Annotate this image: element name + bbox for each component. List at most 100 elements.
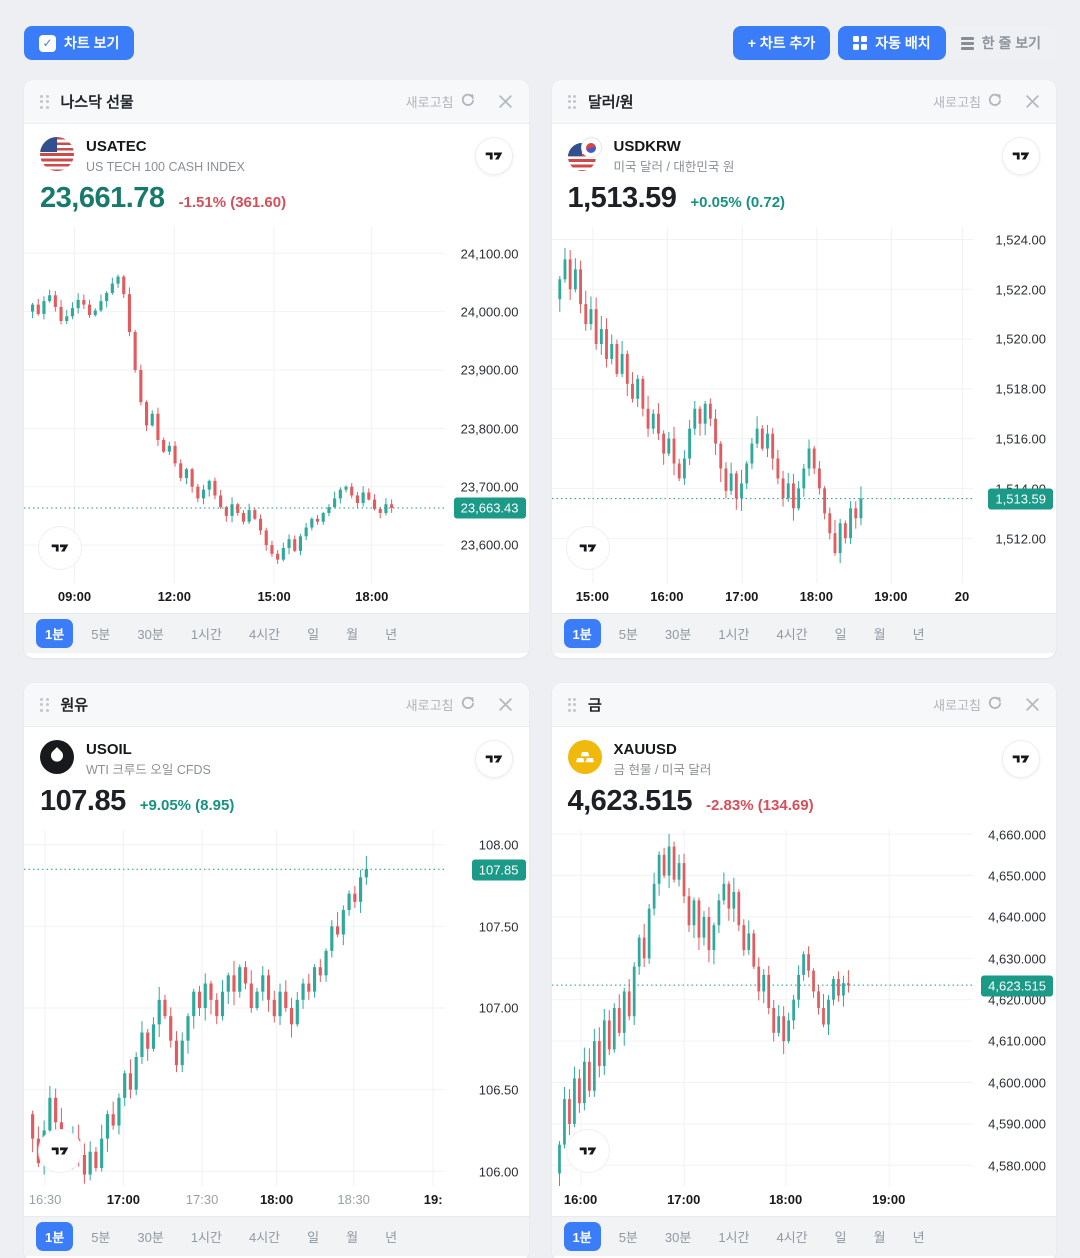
drag-handle-icon[interactable]: [40, 94, 49, 109]
auto-layout-button[interactable]: 자동 배치: [838, 26, 946, 60]
timeframe-button-2[interactable]: 30분: [656, 1222, 700, 1251]
drag-handle-icon[interactable]: [567, 697, 576, 712]
refresh-button[interactable]: 새로고침: [406, 695, 476, 714]
candlestick-chart[interactable]: 24,100.00 24,000.00 23,900.00 23,800.00 23,7…: [24, 227, 529, 584]
x-axis-label: 19:00: [872, 1192, 906, 1208]
add-chart-label: + 차트 추가: [747, 35, 816, 51]
timeframe-button-4[interactable]: 4시간: [240, 1222, 289, 1251]
timeframe-button-5[interactable]: 일: [298, 1222, 328, 1251]
timeframe-button-5[interactable]: 일: [826, 619, 856, 648]
timeframe-button-2[interactable]: 30분: [656, 619, 700, 648]
y-axis-label: 4,600.000: [988, 1075, 1046, 1091]
rows-layout-icon: [960, 36, 974, 50]
tradingview-badge[interactable]: [1002, 137, 1040, 175]
close-button[interactable]: [498, 697, 513, 712]
y-axis-label: 4,620.000: [988, 992, 1046, 1008]
timeframe-button-7[interactable]: 년: [904, 1222, 934, 1251]
chart-view-toggle-button[interactable]: ✓ 차트 보기: [24, 26, 135, 60]
chart-card-crude-oil: 원유 새로고침 USOIL WTI 크루드 오일 CFDS: [24, 683, 529, 1258]
timeframe-button-2[interactable]: 30분: [128, 619, 172, 648]
drag-handle-icon[interactable]: [40, 697, 49, 712]
timeframe-button-0[interactable]: 1분: [36, 1222, 74, 1252]
refresh-button[interactable]: 새로고침: [933, 695, 1003, 714]
time-axis[interactable]: 09:00 12:00 15:00 18:00: [24, 583, 445, 613]
symbol-row: USDKRW 미국 달러 / 대한민국 원: [552, 124, 1057, 175]
current-price: 23,661.78: [40, 182, 165, 215]
timeframe-button-3[interactable]: 1시간: [709, 1222, 758, 1251]
symbol-description: 금 현물 / 미국 달러: [613, 762, 712, 777]
timeframe-button-1[interactable]: 5분: [82, 619, 119, 648]
single-row-view-button[interactable]: 한 줄 보기: [946, 26, 1056, 60]
x-axis-label: 19:00: [874, 589, 908, 605]
timeframe-button-3[interactable]: 1시간: [182, 1222, 231, 1251]
last-price-tag: 107.85: [471, 859, 526, 881]
price-axis[interactable]: 4,660.000 4,650.000 4,640.000 4,630.000 4,62…: [972, 830, 1056, 1186]
refresh-icon: [987, 92, 1003, 111]
tradingview-badge[interactable]: [474, 740, 513, 778]
timeframe-button-0[interactable]: 1분: [36, 619, 74, 649]
symbol-name: USOIL: [86, 741, 132, 758]
y-axis-label: 106.50: [478, 1082, 519, 1098]
y-axis-label: 4,610.000: [988, 1033, 1046, 1049]
price-axis[interactable]: 24,100.00 24,000.00 23,900.00 23,800.00 23,7…: [445, 227, 529, 583]
tradingview-badge[interactable]: [474, 137, 513, 175]
timeframe-button-6[interactable]: 월: [337, 1222, 367, 1251]
timeframe-button-0[interactable]: 1분: [563, 619, 601, 649]
y-axis-label: 1,522.00: [995, 282, 1046, 298]
timeframe-button-6[interactable]: 월: [337, 619, 367, 648]
close-button[interactable]: [1025, 94, 1040, 109]
timeframe-button-5[interactable]: 일: [826, 1222, 856, 1251]
y-axis-label: 107.00: [478, 1000, 519, 1016]
timeframe-button-7[interactable]: 년: [376, 619, 406, 648]
candlestick-chart[interactable]: 1,524.00 1,522.00 1,520.00 1,518.00 1,516.00…: [551, 227, 1057, 584]
card-title: 달러/원: [588, 94, 634, 111]
symbol-description: WTI 크루드 오일 CFDS: [86, 762, 211, 777]
timeframe-button-1[interactable]: 5분: [610, 1222, 647, 1251]
close-button[interactable]: [498, 94, 513, 109]
card-header: 나스닥 선물 새로고침: [24, 80, 529, 124]
timeframe-button-1[interactable]: 5분: [610, 619, 647, 648]
timeframe-button-4[interactable]: 4시간: [767, 619, 816, 648]
y-axis-label: 4,590.000: [988, 1116, 1046, 1132]
add-chart-button[interactable]: + 차트 추가: [732, 26, 831, 60]
timeframe-button-7[interactable]: 년: [376, 1222, 406, 1251]
timeframe-button-1[interactable]: 5분: [82, 1222, 119, 1251]
drag-handle-icon[interactable]: [567, 94, 576, 109]
price-axis[interactable]: 1,524.00 1,522.00 1,520.00 1,518.00 1,516.00…: [972, 227, 1056, 583]
tradingview-badge[interactable]: [1002, 740, 1040, 778]
chart-card-gold: 금 새로고침 XA: [551, 683, 1057, 1258]
x-axis-label: 17:00: [667, 1192, 701, 1208]
timeframe-button-4[interactable]: 4시간: [767, 1222, 816, 1251]
auto-layout-label: 자동 배치: [875, 35, 931, 51]
timeframe-button-3[interactable]: 1시간: [182, 619, 231, 648]
timeframe-button-3[interactable]: 1시간: [709, 619, 758, 648]
price-change: +0.05% (0.72): [690, 194, 786, 212]
price-axis[interactable]: 108.00 107.50 107.00 106.50 106.00: [445, 830, 529, 1186]
x-axis-label: 18:00: [259, 1192, 294, 1208]
timeframe-button-0[interactable]: 1분: [563, 1222, 601, 1252]
time-axis[interactable]: 15:00 16:00 17:00 18:00 19:00 20: [552, 583, 973, 613]
time-axis[interactable]: 16:00 17:00 18:00 19:00: [552, 1186, 973, 1216]
timeframe-button-2[interactable]: 30분: [128, 1222, 172, 1251]
x-axis-label: 15:00: [257, 589, 291, 605]
refresh-button[interactable]: 새로고침: [406, 92, 476, 111]
chart-view-toggle-label: 차트 보기: [64, 35, 120, 51]
time-axis[interactable]: 16:30 17:00 17:30 18:00 18:30 19:: [24, 1186, 445, 1216]
candlestick-chart[interactable]: 108.00 107.50 107.00 106.50 106.00 107.85: [24, 830, 529, 1187]
timeframe-button-5[interactable]: 일: [298, 619, 328, 648]
close-button[interactable]: [1025, 697, 1040, 712]
candlestick-chart[interactable]: 4,660.000 4,650.000 4,640.000 4,630.000 4,62…: [551, 830, 1057, 1187]
timeframe-button-7[interactable]: 년: [904, 619, 934, 648]
refresh-icon: [460, 695, 476, 714]
timeframe-selector: 1분 5분 30분 1시간 4시간 일 월 년: [551, 1216, 1056, 1257]
last-price-tag: 1,513.59: [988, 488, 1053, 510]
timeframe-button-6[interactable]: 월: [865, 619, 895, 648]
price-change: -2.83% (134.69): [706, 797, 814, 815]
candlestick-plot: [551, 227, 973, 584]
refresh-button[interactable]: 새로고침: [933, 92, 1003, 111]
tradingview-watermark-icon: [565, 1129, 610, 1174]
timeframe-button-6[interactable]: 월: [865, 1222, 895, 1251]
chart-card-usdkrw: 달러/원 새로고침 USDKRW 미국 달러: [551, 80, 1057, 658]
timeframe-button-4[interactable]: 4시간: [240, 619, 289, 648]
y-axis-label: 24,000.00: [460, 304, 519, 320]
